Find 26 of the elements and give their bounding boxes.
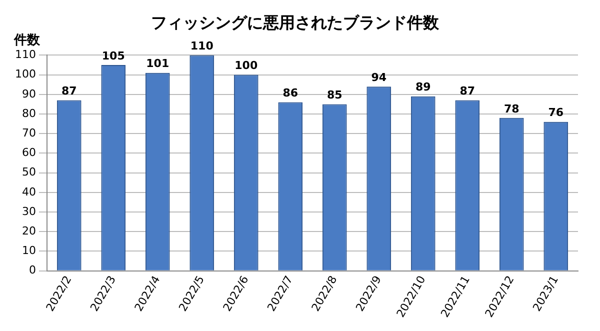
y-axis-title: 件数 bbox=[13, 33, 41, 48]
data-label: 87 bbox=[460, 84, 476, 98]
y-tick-label: 70 bbox=[22, 126, 36, 140]
data-label: 100 bbox=[234, 59, 258, 72]
data-label: 85 bbox=[326, 88, 342, 102]
data-label: 76 bbox=[548, 106, 564, 120]
data-label: 86 bbox=[282, 86, 298, 100]
data-label: 87 bbox=[61, 84, 77, 98]
y-tick-label: 60 bbox=[22, 146, 36, 160]
data-label: 78 bbox=[504, 102, 520, 116]
y-tick-label: 0 bbox=[28, 264, 36, 277]
y-tick-label: 10 bbox=[22, 244, 36, 258]
y-tick-label: 80 bbox=[22, 106, 36, 120]
chart-title: フィッシングに悪用されたブランド件数 bbox=[151, 12, 440, 32]
data-label: 89 bbox=[415, 80, 431, 94]
y-tick-label: 20 bbox=[22, 224, 36, 238]
y-tick-label: 50 bbox=[22, 166, 36, 179]
y-tick-label: 90 bbox=[22, 87, 36, 100]
y-tick-label: 110 bbox=[14, 48, 36, 62]
data-label: 94 bbox=[371, 70, 387, 84]
data-label: 101 bbox=[146, 57, 170, 70]
data-label: 105 bbox=[102, 49, 125, 62]
y-tick-label: 100 bbox=[14, 68, 36, 81]
y-tick-label: 30 bbox=[22, 204, 36, 218]
data-label: 110 bbox=[190, 40, 214, 53]
y-tick-label: 40 bbox=[22, 185, 36, 198]
